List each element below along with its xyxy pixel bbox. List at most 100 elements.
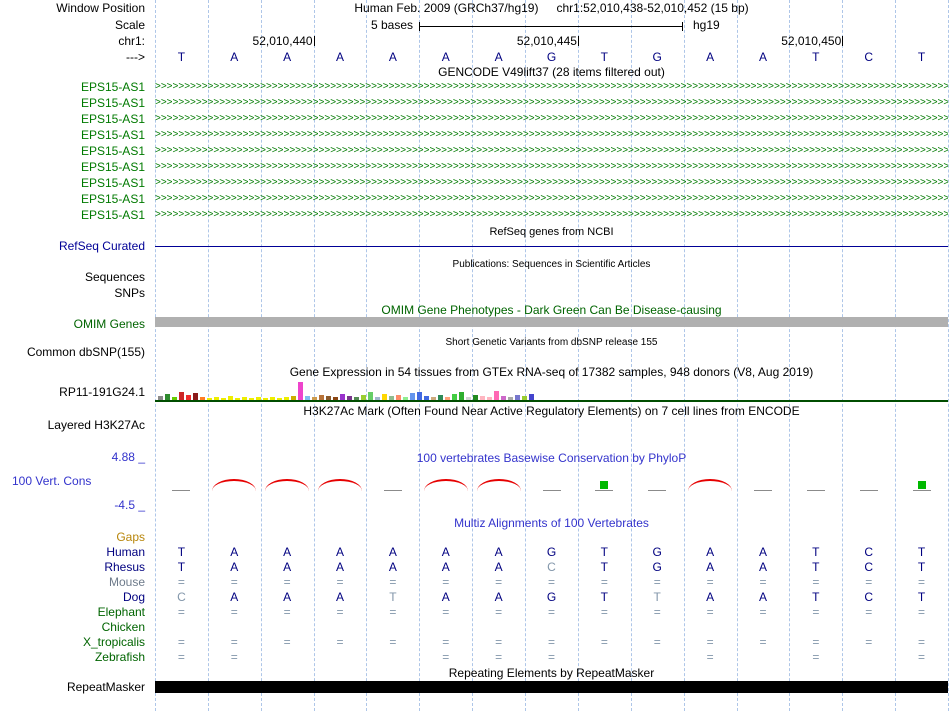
gencode-item-label[interactable]: EPS15-AS1 — [80, 160, 145, 174]
gtex-expression-bar[interactable] — [361, 395, 366, 400]
refseq-curated-label[interactable]: RefSeq Curated — [58, 239, 145, 253]
gtex-expression-bar[interactable] — [340, 394, 345, 400]
gtex-expression-bar[interactable] — [263, 398, 268, 400]
conservation-peak[interactable] — [688, 479, 733, 491]
gtex-expression-bar[interactable] — [445, 397, 450, 400]
gtex-expression-bar[interactable] — [354, 397, 359, 400]
conservation-peak[interactable] — [212, 479, 257, 491]
gtex-expression-bar[interactable] — [235, 398, 240, 400]
gtex-expression-bar[interactable] — [228, 396, 233, 400]
conservation-dash[interactable] — [806, 490, 825, 491]
multiz-species-label[interactable]: Human — [106, 545, 145, 559]
gencode-transcript-arrows[interactable]: >>>>>>>>>>>>>>>>>>>>>>>>>>>>>>>>>>>>>>>>… — [155, 177, 948, 188]
gtex-expression-bar[interactable] — [396, 395, 401, 400]
gtex-expression-bar[interactable] — [473, 395, 478, 400]
gencode-item-label[interactable]: EPS15-AS1 — [80, 96, 145, 110]
gtex-expression-bar[interactable] — [459, 392, 464, 400]
gtex-expression-bar[interactable] — [158, 396, 163, 400]
gtex-expression-bar[interactable] — [424, 396, 429, 400]
conservation-dash[interactable] — [648, 490, 667, 491]
gtex-expression-bar[interactable] — [298, 382, 303, 400]
gtex-expression-bar[interactable] — [494, 391, 499, 400]
gencode-item-label[interactable]: EPS15-AS1 — [80, 128, 145, 142]
gtex-expression-bar[interactable] — [382, 394, 387, 400]
refseq-gene-line[interactable] — [155, 246, 948, 247]
h3k27ac-label[interactable]: Layered H3K27Ac — [47, 418, 145, 432]
gtex-expression-bar[interactable] — [480, 396, 485, 400]
repeatmasker-bar[interactable] — [155, 681, 948, 693]
conservation-peak[interactable] — [423, 479, 468, 491]
conservation-peak[interactable] — [265, 479, 310, 491]
gtex-expression-bar[interactable] — [508, 397, 513, 400]
omim-genes-label[interactable]: OMIM Genes — [73, 317, 145, 331]
gtex-expression-bar[interactable] — [389, 396, 394, 400]
gtex-expression-bar[interactable] — [249, 398, 254, 400]
conservation-dash[interactable] — [383, 490, 402, 491]
conservation-dash[interactable] — [172, 490, 191, 491]
gtex-expression-bar[interactable] — [438, 395, 443, 400]
conservation-label[interactable]: 100 Vert. Cons — [12, 474, 92, 488]
gtex-expression-bar[interactable] — [256, 397, 261, 400]
publications-sequences-label[interactable]: Sequences — [84, 270, 145, 284]
gtex-expression-bar[interactable] — [284, 397, 289, 400]
gencode-item-label[interactable]: EPS15-AS1 — [80, 192, 145, 206]
gtex-expression-bar[interactable] — [410, 393, 415, 400]
gtex-expression-bar[interactable] — [193, 393, 198, 400]
gtex-expression-bar[interactable] — [186, 395, 191, 400]
gtex-expression-bar[interactable] — [347, 396, 352, 400]
gtex-expression-bar[interactable] — [431, 397, 436, 400]
gtex-gene-line[interactable] — [155, 400, 948, 402]
repeatmasker-label[interactable]: RepeatMasker — [66, 680, 145, 694]
gencode-transcript-arrows[interactable]: >>>>>>>>>>>>>>>>>>>>>>>>>>>>>>>>>>>>>>>>… — [155, 161, 948, 172]
gencode-transcript-arrows[interactable]: >>>>>>>>>>>>>>>>>>>>>>>>>>>>>>>>>>>>>>>>… — [155, 145, 948, 156]
omim-gene-bar[interactable] — [155, 317, 948, 327]
gencode-item-label[interactable]: EPS15-AS1 — [80, 112, 145, 126]
conservation-positive-mark[interactable] — [600, 481, 609, 489]
gencode-transcript-arrows[interactable]: >>>>>>>>>>>>>>>>>>>>>>>>>>>>>>>>>>>>>>>>… — [155, 81, 948, 92]
gtex-expression-bar[interactable] — [403, 397, 408, 400]
conservation-dash[interactable] — [542, 490, 561, 491]
multiz-species-label[interactable]: Rhesus — [104, 560, 145, 574]
gtex-expression-bar[interactable] — [172, 397, 177, 400]
multiz-species-label[interactable]: Gaps — [116, 530, 145, 544]
conservation-dash[interactable] — [753, 490, 772, 491]
gencode-transcript-arrows[interactable]: >>>>>>>>>>>>>>>>>>>>>>>>>>>>>>>>>>>>>>>>… — [155, 193, 948, 204]
gencode-transcript-arrows[interactable]: >>>>>>>>>>>>>>>>>>>>>>>>>>>>>>>>>>>>>>>>… — [155, 129, 948, 140]
gtex-expression-bar[interactable] — [270, 397, 275, 400]
gencode-transcript-arrows[interactable]: >>>>>>>>>>>>>>>>>>>>>>>>>>>>>>>>>>>>>>>>… — [155, 209, 948, 220]
gtex-expression-bar[interactable] — [179, 392, 184, 400]
multiz-species-label[interactable]: Dog — [122, 590, 145, 604]
gtex-expression-bar[interactable] — [207, 398, 212, 400]
gtex-expression-bar[interactable] — [305, 396, 310, 400]
multiz-species-label[interactable]: Zebrafish — [94, 650, 145, 664]
gencode-item-label[interactable]: EPS15-AS1 — [80, 144, 145, 158]
gtex-gene-label[interactable]: RP11-191G24.1 — [59, 385, 145, 399]
multiz-species-label[interactable]: Mouse — [108, 575, 145, 589]
dbsnp-label[interactable]: Common dbSNP(155) — [26, 345, 145, 359]
gtex-expression-bar[interactable] — [200, 397, 205, 400]
conservation-peak[interactable] — [318, 479, 363, 491]
multiz-species-label[interactable]: Elephant — [97, 605, 145, 619]
multiz-species-label[interactable]: X_tropicalis — [82, 635, 145, 649]
publications-snps-label[interactable]: SNPs — [114, 286, 145, 300]
gtex-expression-bar[interactable] — [214, 397, 219, 400]
gtex-expression-bar[interactable] — [487, 397, 492, 400]
gtex-expression-bar[interactable] — [277, 398, 282, 400]
conservation-dash[interactable] — [859, 490, 878, 491]
gtex-expression-bar[interactable] — [529, 394, 534, 400]
gtex-expression-bar[interactable] — [466, 397, 471, 400]
gtex-expression-bar[interactable] — [312, 397, 317, 400]
gencode-item-label[interactable]: EPS15-AS1 — [80, 176, 145, 190]
gtex-expression-bar[interactable] — [368, 392, 373, 400]
gtex-expression-bar[interactable] — [333, 397, 338, 400]
gencode-transcript-arrows[interactable]: >>>>>>>>>>>>>>>>>>>>>>>>>>>>>>>>>>>>>>>>… — [155, 113, 948, 124]
multiz-species-label[interactable]: Chicken — [101, 620, 145, 634]
gtex-expression-bar[interactable] — [291, 396, 296, 400]
gencode-item-label[interactable]: EPS15-AS1 — [80, 80, 145, 94]
conservation-positive-mark[interactable] — [917, 481, 926, 489]
conservation-peak[interactable] — [476, 479, 521, 491]
gtex-expression-bar[interactable] — [501, 396, 506, 400]
gtex-expression-bar[interactable] — [221, 398, 226, 400]
gtex-expression-bar[interactable] — [522, 396, 527, 400]
gtex-expression-bar[interactable] — [326, 396, 331, 400]
